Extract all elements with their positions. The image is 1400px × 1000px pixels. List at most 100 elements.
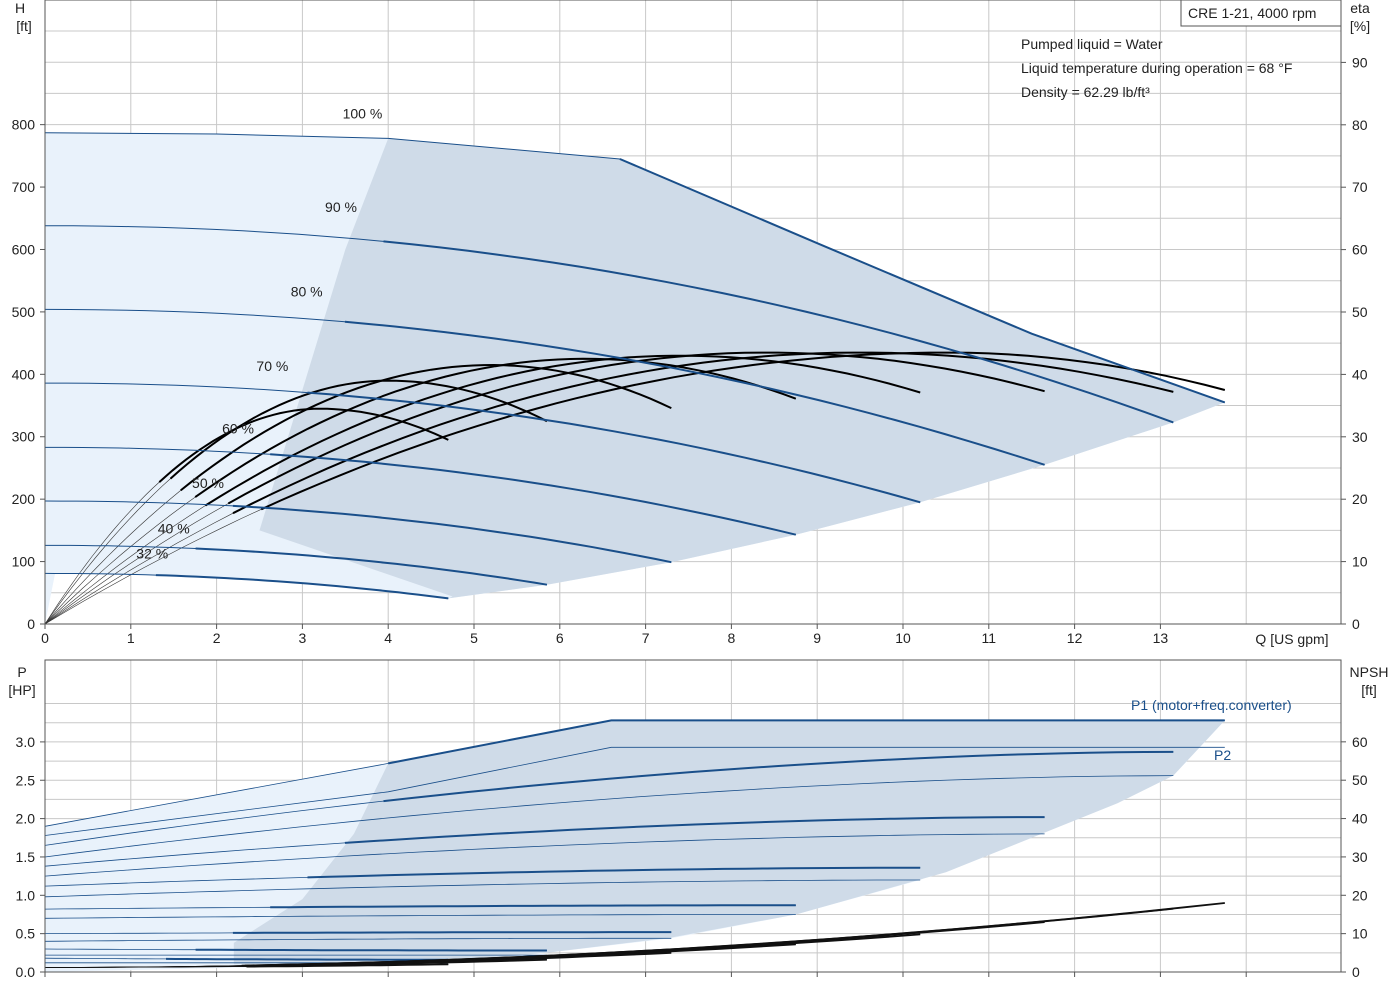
head-axis-title: H	[15, 0, 25, 16]
power-chart-frame	[44, 659, 1342, 973]
info-pumped-liquid: Pumped liquid = Water	[1021, 36, 1163, 52]
head-curve-80-operating	[344, 320, 1045, 466]
eta-tick-label: 10	[1352, 554, 1368, 570]
npsh-tick-label: 10	[1352, 926, 1368, 942]
x-tick-label: 1	[127, 630, 135, 646]
p2-curve-70	[44, 879, 921, 898]
power-recommended-area	[233, 720, 1225, 965]
head-recommended-area	[259, 138, 1225, 599]
title-box	[1180, 0, 1342, 27]
p1-curve-40-operating	[195, 948, 547, 952]
x-tick-label: 12	[1067, 630, 1083, 646]
efficiency-curve-100-operating	[260, 351, 1226, 511]
head-tick-label: 400	[12, 366, 36, 382]
power-axis-title: P	[17, 664, 26, 680]
head-tick-label: 200	[12, 491, 36, 507]
speed-label-80: 80 %	[291, 283, 323, 299]
flow-axis-title: Q [US gpm]	[1255, 631, 1328, 647]
npsh-curve-operating	[246, 963, 449, 968]
power-axis-unit: [HP]	[8, 682, 35, 698]
speed-label-100: 100 %	[343, 105, 383, 121]
head-curve-50-operating	[232, 504, 672, 564]
speed-label-40: 40 %	[158, 520, 190, 536]
p1-curve-50-operating	[232, 931, 672, 934]
head-tick-label: 300	[12, 429, 36, 445]
x-tick-label: 11	[982, 630, 997, 646]
x-tick-label: 2	[213, 630, 221, 646]
eta-tick-label: 40	[1352, 366, 1368, 382]
x-tick-label: 5	[470, 630, 478, 646]
head-curve-32-operating	[155, 574, 449, 600]
x-tick-label: 4	[384, 630, 392, 646]
x-tick-label: 0	[41, 630, 49, 646]
head-operating-area	[45, 132, 1225, 625]
npsh-tick-label: 20	[1352, 887, 1368, 903]
head-curve-70-operating	[307, 391, 921, 504]
eta-axis-title: eta	[1350, 0, 1370, 16]
eta-tick-label: 50	[1352, 304, 1368, 320]
npsh-tick-label: 50	[1352, 772, 1368, 788]
p1-curve-70-operating	[307, 866, 921, 879]
npsh-tick-label: 30	[1352, 849, 1368, 865]
power-tick-label: 1.5	[16, 849, 36, 865]
head-tick-label: 500	[12, 304, 36, 320]
head-tick-label: 0	[27, 616, 35, 632]
efficiency-curve-90-operating	[232, 351, 1174, 515]
power-tick-label: 2.5	[16, 772, 36, 788]
power-tick-label: 3.0	[16, 734, 36, 750]
npsh-tick-label: 60	[1352, 734, 1368, 750]
npsh-tick-label: 0	[1352, 964, 1360, 980]
head-curves: 100 % 90 % 80 % 70 % 60 % 50 % 40 % 32 %	[44, 105, 1226, 600]
power-tick-label: 1.0	[16, 887, 36, 903]
p2-curve-label: P2	[1214, 747, 1231, 763]
p1-curve-80-operating	[344, 816, 1045, 844]
npsh-axis-title: NPSH	[1350, 664, 1389, 680]
head-tick-label: 700	[12, 179, 36, 195]
chart-title: CRE 1-21, 4000 rpm	[1188, 5, 1316, 21]
power-chart-axes: 0.0 0.5 1.0 1.5 2.0 2.5 3.0 0 10 20 30 40 50 60	[16, 659, 1368, 980]
p2-curve-90	[44, 775, 1174, 858]
head-curve-90-operating	[383, 240, 1174, 424]
x-tick-label: 6	[556, 630, 564, 646]
head-chart-axes: 0 1 2 3 4 5 6 7 8 9 10 11 12 130100200300400500600700…	[12, 0, 1368, 646]
speed-label-70: 70 %	[256, 358, 288, 374]
power-tick-label: 0.5	[16, 926, 36, 942]
eta-tick-label: 60	[1352, 242, 1368, 258]
eta-axis-unit: [%]	[1350, 18, 1370, 34]
efficiency-curve-60-operating	[194, 357, 797, 498]
npsh-axis-unit: [ft]	[1361, 682, 1377, 698]
efficiency-curve-32-operating	[158, 407, 449, 483]
p1-curve-90-operating	[383, 750, 1174, 803]
npsh-tick-label: 40	[1352, 811, 1368, 827]
eta-tick-label: 0	[1352, 616, 1360, 632]
head-tick-label: 800	[12, 117, 36, 133]
x-tick-label: 9	[813, 630, 821, 646]
speed-label-32: 32 %	[136, 545, 168, 561]
p2-curve-100	[44, 746, 1225, 836]
x-tick-label: 3	[299, 630, 307, 646]
power-curves	[44, 719, 1225, 968]
eta-tick-label: 70	[1352, 179, 1368, 195]
p2-curve-80	[44, 833, 1045, 877]
eta-tick-label: 80	[1352, 117, 1368, 133]
p1-curve-100-operating	[388, 719, 1225, 765]
x-tick-label: 8	[728, 630, 736, 646]
head-curve-100-operating	[619, 158, 1226, 404]
x-tick-label: 10	[895, 630, 911, 646]
info-liquid-temperature: Liquid temperature during operation = 68…	[1021, 60, 1292, 76]
eta-tick-label: 20	[1352, 491, 1368, 507]
power-operating-area	[45, 720, 1225, 972]
efficiency-curve-50-operating	[180, 363, 672, 492]
x-tick-label: 7	[642, 630, 650, 646]
p1-curve-60-operating	[270, 904, 796, 909]
head-tick-label: 600	[12, 241, 36, 257]
head-curve-60-operating	[270, 453, 797, 536]
head-curve-40-operating	[195, 547, 548, 586]
head-tick-label: 100	[12, 554, 36, 570]
eta-tick-label: 90	[1352, 54, 1368, 70]
p1-curve-32-operating	[165, 957, 449, 961]
speed-label-50: 50 %	[192, 475, 224, 491]
p2-curve-60	[44, 914, 796, 919]
power-tick-label: 2.0	[16, 811, 36, 827]
